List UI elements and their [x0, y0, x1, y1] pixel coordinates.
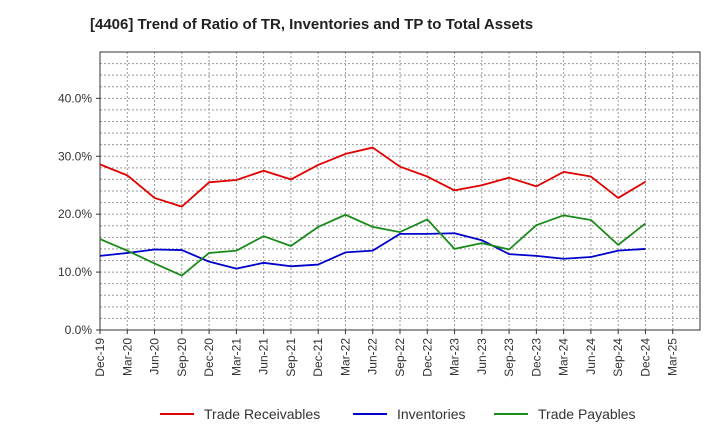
- x-tick-label: Jun-20: [148, 338, 162, 375]
- x-tick-label: Jun-23: [475, 338, 489, 375]
- grid: [100, 52, 701, 330]
- x-tick-label: Mar-22: [338, 338, 352, 376]
- legend-label: Inventories: [397, 406, 465, 422]
- legend: Trade Receivables Inventories Trade Payabl…: [160, 406, 636, 422]
- x-tick-label: Dec-20: [202, 338, 216, 377]
- x-tick-label: Sep-23: [502, 338, 516, 377]
- x-tick-label: Jun-24: [584, 338, 598, 375]
- y-tick-label: 0.0%: [65, 323, 93, 337]
- x-tick-label: Mar-24: [557, 338, 571, 376]
- series-line-3: [99, 213, 647, 277]
- x-tick-label: Mar-21: [229, 338, 243, 376]
- x-tick-label: Dec-19: [93, 338, 107, 377]
- x-tick-label: Dec-23: [529, 338, 543, 377]
- y-tick-label: 10.0%: [58, 265, 92, 279]
- x-tick-label: Dec-24: [638, 338, 652, 377]
- series-layer: [99, 146, 647, 277]
- x-tick-label: Sep-22: [393, 338, 407, 377]
- chart-title: [4406] Trend of Ratio of TR, Inventories…: [90, 16, 534, 33]
- legend-label: Trade Receivables: [204, 406, 320, 422]
- x-tick-label: Mar-20: [120, 338, 134, 376]
- x-tick-label: Jun-22: [366, 338, 380, 375]
- y-tick-label: 40.0%: [58, 91, 92, 105]
- y-tick-label: 20.0%: [58, 207, 92, 221]
- y-tick-label: 30.0%: [58, 149, 92, 163]
- x-tick-label: Sep-21: [284, 338, 298, 377]
- series-line-2: [99, 232, 646, 270]
- x-tick-label: Dec-21: [311, 338, 325, 377]
- x-tick-label: Dec-22: [420, 338, 434, 377]
- axes: 0.0% 10.0% 20.0% 30.0% 40.0% Dec-19 Mar-20 Jun-…: [58, 51, 701, 377]
- x-tick-label: Mar-23: [448, 338, 462, 376]
- series-line-1: [99, 146, 646, 208]
- x-tick-label: Mar-25: [666, 338, 680, 376]
- x-tick-label: Jun-21: [257, 338, 271, 375]
- x-tick-label: Sep-20: [175, 338, 189, 377]
- x-tick-label: Sep-24: [611, 338, 625, 377]
- legend-label: Trade Payables: [538, 406, 636, 422]
